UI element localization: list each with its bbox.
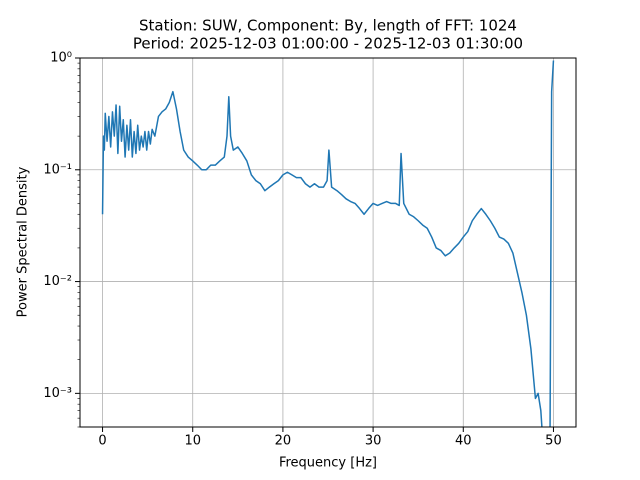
y-tick-label: 10⁻³: [43, 386, 72, 401]
plot-area: [101, 60, 555, 427]
x-tick-label: 10: [184, 434, 201, 449]
x-tick-label: 40: [455, 434, 472, 449]
y-tick-label: 10⁻¹: [43, 162, 72, 177]
chart-subtitle: Period: 2025-12-03 01:00:00 - 2025-12-03…: [133, 35, 523, 53]
ticks: 0 10 20 30 40 50 10⁻³ 10⁻² 10⁻¹ 10⁰: [43, 51, 561, 449]
x-axis-label: Frequency [Hz]: [279, 456, 377, 471]
psd-line: [101, 60, 555, 427]
axes-frame: [79, 57, 577, 428]
x-tick-label: 50: [545, 434, 562, 449]
y-axis-label: Power Spectral Density: [16, 166, 31, 317]
x-tick-label: 0: [98, 434, 106, 449]
y-tick-label: 10⁰: [50, 51, 72, 66]
x-tick-label: 20: [275, 434, 292, 449]
y-tick-label: 10⁻²: [43, 274, 72, 289]
x-tick-label: 30: [365, 434, 382, 449]
chart-title: Station: SUW, Component: By, length of F…: [139, 17, 517, 35]
